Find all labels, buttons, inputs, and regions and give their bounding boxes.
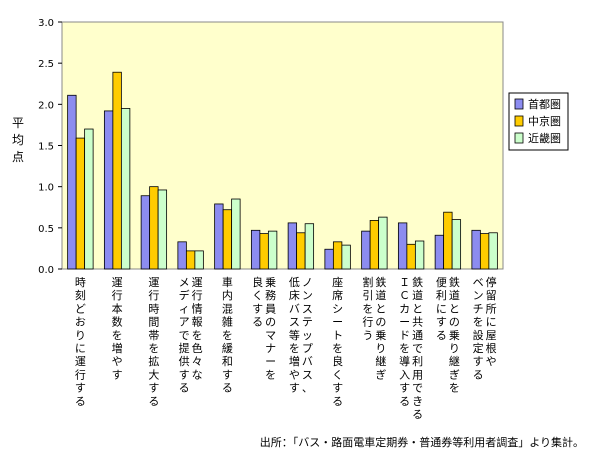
y-tick-label: 2.0 [38,100,54,111]
x-category-line: 鉄道と共通で利用できる [412,275,423,421]
legend-swatch [514,132,524,144]
bar-近畿圏 [378,216,388,270]
legend-swatch [514,115,524,127]
x-category-line: 割引を行う [362,275,373,342]
x-category-line: 鉄道との乗り継ぎ [375,275,386,381]
bar-首都圏 [471,229,481,270]
y-axis-label: 平均点 [12,116,24,164]
bar-近畿圏 [84,128,94,270]
y-axis-label-char: 均 [12,133,24,147]
x-category-label: ノンステップバス、低床バス等を増やす [289,276,313,395]
y-tick-label: 1.5 [38,142,54,153]
bar-中京圏 [369,220,380,270]
x-category-label: 座席シートを良くする [332,275,343,408]
y-axis-label-char: 平 [12,116,24,130]
x-category-label: 運行時間帯を拡大する [148,276,159,408]
bar-近畿圏 [304,223,315,270]
legend-label: 首都圏 [528,97,561,111]
bar-首都圏 [67,94,77,270]
x-category-label: 時刻どおりに運行する [75,276,86,408]
x-category-line: ノンステップバス、 [302,276,313,395]
bar-首都圏 [177,241,187,270]
bar-近畿圏 [120,108,131,270]
bar-近畿圏 [157,189,168,270]
y-tick-label: 2.5 [38,59,54,70]
bar-近畿圏 [451,219,462,270]
bar-中京圏 [75,137,86,270]
x-category-line: 運行情報を色々な [192,276,203,381]
bar-首都圏 [434,234,445,270]
bar-中京圏 [406,243,416,270]
y-tick-label: 3.0 [38,18,54,29]
bar-首都圏 [324,248,334,270]
y-tick-label: 0.0 [38,265,54,276]
x-category-line: 時刻どおりに運行する [75,276,86,408]
bar-中京圏 [296,232,306,270]
x-category-line: ＩＣカードを導入する [399,276,410,408]
legend-label: 中京圏 [528,114,561,128]
bar-首都圏 [140,195,151,270]
bar-近畿圏 [231,198,241,270]
x-category-line: ベンチを設定する [473,276,484,381]
bar-中京圏 [443,211,453,270]
x-category-line: 座席シートを良くする [332,275,343,408]
source-note: 出所：「バス・路面電車定期券・普通券等利用者調査」より集計。 [259,436,584,449]
bar-首都圏 [397,222,408,270]
bar-近畿圏 [341,244,351,270]
bar-首都圏 [287,222,298,270]
x-category-line: 停留所に屋根や [486,275,497,368]
x-category-line: 車内混雑を緩和する [222,275,233,395]
bar-中京圏 [479,233,490,270]
x-category-label: 運行本数を増やす [112,276,123,381]
x-category-label: 車内混雑を緩和する [222,275,233,395]
bar-首都圏 [250,229,261,270]
bar-中京圏 [112,71,122,270]
y-axis-label-char: 点 [12,150,24,164]
bar-近畿圏 [488,232,498,270]
y-tick-label: 1.0 [38,183,54,194]
bar-首都圏 [214,203,224,270]
plot-area [61,21,504,270]
bar-group [67,71,498,270]
bar-中京圏 [259,233,269,270]
y-axis: 0.0 0.5 1.0 1.5 2.0 2.5 3.0 [38,18,62,276]
bar-首都圏 [361,230,371,270]
bar-中京圏 [332,241,343,270]
x-category-line: メディアで提供する [179,276,190,395]
bar-中京圏 [222,209,233,270]
x-category-line: 運行時間帯を拡大する [148,276,159,408]
x-category-line: 鉄道との乗り継ぎを [449,275,460,395]
legend-swatch [514,98,524,110]
bar-中京圏 [185,250,196,270]
bar-近畿圏 [194,250,204,270]
x-category-line: 良くする [252,275,263,329]
bar-近畿圏 [267,230,278,270]
legend-label: 近畿圏 [528,131,561,145]
x-category-line: 乗務員のマナーを [265,276,276,381]
x-category-line: 低床バス等を増やす [289,276,300,395]
y-tick-label: 0.5 [38,224,54,235]
x-axis-labels: 時刻どおりに運行する 運行本数を増やす 運行時間帯を拡大する 運行情報を色々なメディア… [75,275,497,421]
x-category-line: 運行本数を増やす [112,276,123,381]
bar-首都圏 [103,110,114,270]
bar-近畿圏 [414,240,425,270]
bar-中京圏 [149,186,159,270]
x-category-line: 便利にする [436,276,447,342]
